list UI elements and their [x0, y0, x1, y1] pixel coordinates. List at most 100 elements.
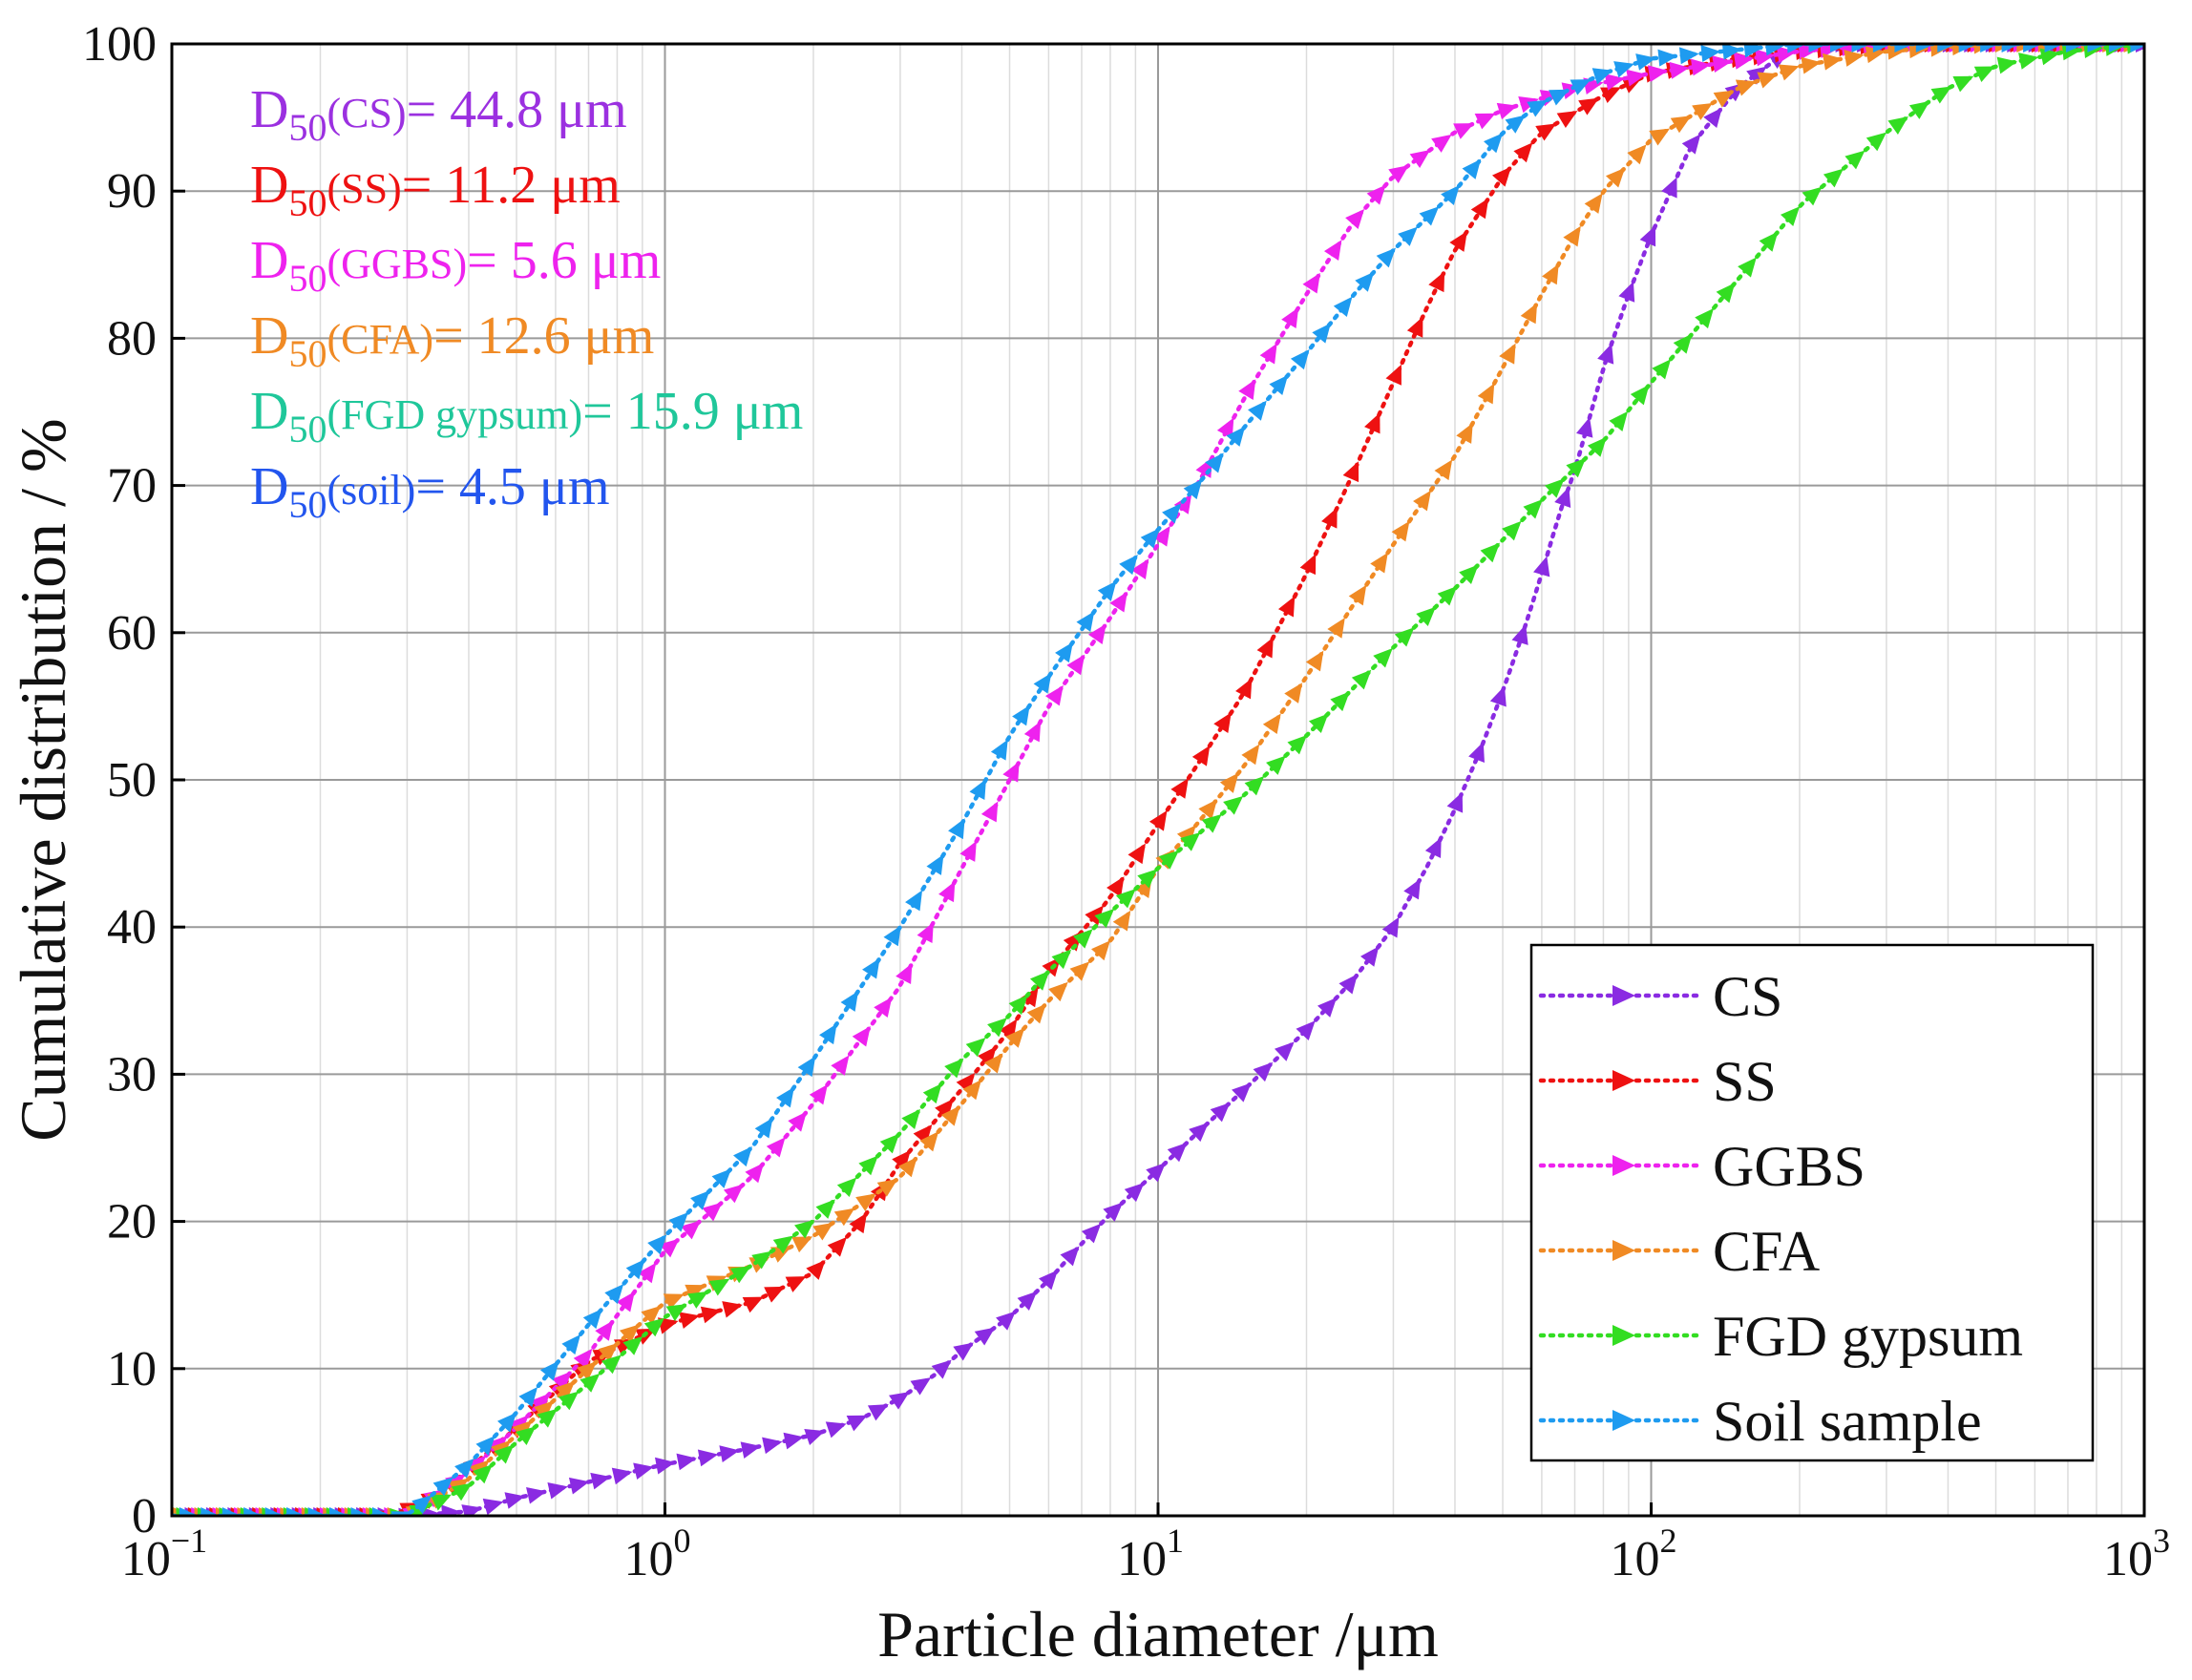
series-marker [1851, 44, 1871, 52]
series-marker [622, 1335, 643, 1355]
series-marker [441, 1504, 461, 1516]
series-marker [641, 1305, 662, 1325]
series-marker [516, 1426, 537, 1445]
series-marker [1887, 116, 1908, 135]
series-marker [922, 1082, 942, 1104]
series-marker [604, 1284, 624, 1305]
series-marker [883, 925, 901, 947]
x-tick-label: 102 [1611, 1522, 1677, 1586]
series-marker [1802, 186, 1823, 206]
series-marker [1008, 995, 1028, 1016]
series-marker [1678, 47, 1699, 65]
series-marker [1695, 307, 1714, 329]
y-tick-label: 0 [132, 1489, 157, 1544]
series-marker [948, 818, 965, 840]
y-tick-label: 70 [107, 459, 157, 514]
series-marker [1327, 618, 1345, 639]
series-marker [806, 1260, 826, 1280]
series-marker [526, 1486, 547, 1504]
series-marker [846, 1415, 868, 1432]
series-marker [1778, 64, 1800, 81]
series-marker [461, 1504, 482, 1516]
series-marker [1652, 359, 1672, 380]
series-marker [1205, 452, 1224, 473]
d50-annotation: D50(SS)= 11.2 μm [250, 156, 621, 224]
series-marker [1489, 685, 1507, 707]
series-marker [647, 1234, 667, 1255]
series-marker [1403, 878, 1421, 900]
series-marker [1388, 165, 1409, 184]
series-marker [1210, 1102, 1231, 1123]
series-marker [849, 1212, 868, 1234]
series-marker [454, 1459, 474, 1479]
series-marker [1700, 45, 1721, 62]
series-marker [896, 963, 913, 985]
series-marker [1081, 1223, 1102, 1244]
series-marker [1299, 554, 1317, 576]
series-marker [1474, 113, 1496, 130]
series-marker [962, 1080, 981, 1101]
series-marker [1822, 52, 1844, 71]
y-tick-label: 40 [107, 900, 157, 955]
series-marker [1140, 528, 1160, 549]
series-marker [568, 1477, 590, 1495]
series-marker [1441, 184, 1460, 205]
series-marker [1391, 520, 1410, 542]
x-tick-label: 101 [1117, 1522, 1184, 1586]
x-axis-ticks: 10−1 100 101 102 103 [121, 1502, 2170, 1586]
series-marker [2039, 48, 2060, 66]
series-marker [1618, 281, 1635, 303]
series-marker [1690, 58, 1712, 76]
series-marker [1523, 499, 1543, 519]
series-marker [1635, 53, 1656, 71]
x-tick-label: 10−1 [121, 1522, 207, 1586]
series-marker [179, 1507, 199, 1516]
series-marker [910, 1377, 932, 1396]
series-marker [1604, 74, 1626, 91]
series-marker [1338, 974, 1359, 995]
series-marker [1406, 316, 1423, 338]
series-marker [1996, 56, 2018, 74]
series-marker [1364, 412, 1381, 434]
series-marker [1483, 133, 1504, 154]
series-marker [1055, 641, 1073, 663]
series-marker [1385, 364, 1402, 386]
series-marker [1097, 580, 1117, 601]
series-marker [530, 1393, 551, 1414]
d50-annotation: D50(FGD gypsum)= 15.9 μm [250, 382, 803, 451]
series-marker [1673, 333, 1693, 354]
series-marker [729, 1266, 751, 1284]
y-tick-label: 10 [107, 1342, 157, 1396]
series-marker [1002, 761, 1020, 783]
legend-marker [1612, 985, 1635, 1006]
series-marker [1669, 61, 1690, 79]
legend-marker [1612, 1325, 1635, 1346]
series-marker [1556, 111, 1578, 129]
series-marker [625, 1259, 645, 1280]
series-marker [473, 1464, 493, 1484]
series-marker [200, 1507, 221, 1516]
series-marker [1005, 1027, 1025, 1048]
series-marker [663, 1293, 685, 1310]
series-marker [1051, 949, 1072, 970]
series-marker [742, 1296, 764, 1313]
series-marker [926, 854, 944, 875]
series-marker [432, 1477, 453, 1497]
series-marker [1087, 623, 1107, 645]
d50-annotation: D50(CS)= 44.8 μm [250, 80, 627, 149]
series-marker [1244, 776, 1265, 796]
series-marker [1248, 400, 1267, 421]
series-marker [944, 1058, 964, 1079]
series-marker [1274, 1041, 1295, 1061]
series-marker [831, 1055, 850, 1076]
series-marker [1735, 79, 1757, 96]
y-tick-label: 20 [107, 1195, 157, 1250]
series-marker [1808, 44, 1828, 52]
series-marker [1170, 778, 1189, 799]
series-marker [681, 1220, 702, 1240]
y-tick-label: 30 [107, 1047, 157, 1102]
series-marker [1894, 44, 1914, 52]
series-marker [1312, 323, 1331, 344]
series-marker [804, 1428, 826, 1446]
series-marker [1578, 97, 1599, 116]
